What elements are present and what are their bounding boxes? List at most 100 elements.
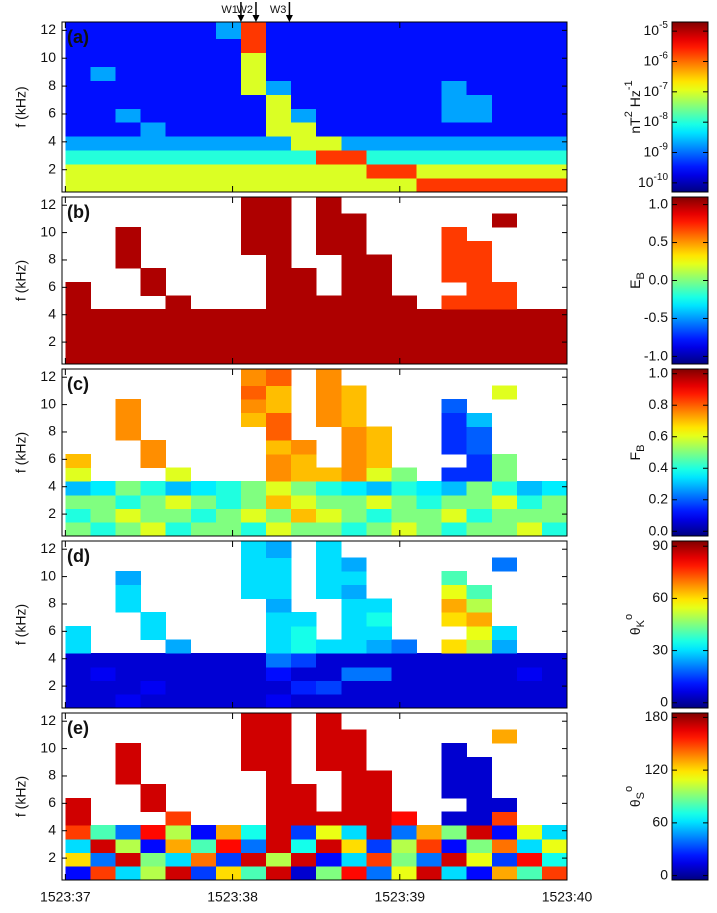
cell: [466, 481, 493, 496]
cell: [441, 743, 468, 758]
tick-label-base: 0.0: [649, 271, 669, 287]
cell: [391, 52, 417, 67]
cell: [391, 653, 417, 668]
cell: [541, 494, 568, 510]
cell: [416, 666, 442, 682]
cell: [115, 350, 141, 365]
cell: [65, 825, 91, 840]
cell: [240, 164, 267, 179]
cell: [291, 164, 317, 179]
cell: [190, 309, 217, 324]
cell: [266, 281, 292, 296]
cell: [266, 866, 292, 881]
cell: [416, 94, 442, 109]
cell: [240, 108, 267, 123]
cell: [441, 150, 468, 165]
cell: [366, 494, 392, 510]
cell: [190, 336, 217, 351]
tick-label-base: -1.0: [644, 347, 668, 363]
cell: [266, 481, 292, 496]
cell: [240, 825, 267, 840]
cell: [65, 666, 91, 682]
cell: [366, 281, 392, 296]
cell: [140, 122, 167, 137]
cell: [240, 369, 267, 386]
cell: [316, 336, 342, 351]
cell: [416, 350, 442, 365]
cell: [65, 281, 91, 296]
cell: [266, 770, 292, 785]
cell: [341, 770, 367, 785]
cell: [165, 164, 192, 179]
cell: [391, 508, 417, 523]
cell: [266, 254, 292, 269]
colorbar-tick-label: 120: [645, 761, 669, 777]
annotation-arrowhead: [237, 15, 245, 22]
cell: [416, 309, 442, 324]
cell: [516, 852, 543, 867]
cell: [215, 66, 242, 81]
cell: [466, 639, 493, 654]
cell: [90, 52, 116, 67]
cell: [115, 694, 141, 709]
cell: [391, 666, 417, 682]
cell: [115, 136, 141, 151]
cell: [466, 136, 493, 151]
colorbar-label: EB: [627, 272, 647, 289]
cell: [466, 295, 493, 310]
cell: [466, 666, 493, 682]
cell: [65, 639, 91, 654]
colorbar-tick-label: 10-7: [644, 80, 669, 98]
cell: [115, 227, 141, 242]
cell: [215, 94, 242, 109]
cell: [240, 680, 267, 695]
cell: [366, 666, 392, 682]
cell: [316, 508, 342, 523]
cell: [366, 811, 392, 826]
cell: [366, 852, 392, 867]
cell: [391, 680, 417, 695]
cell: [316, 52, 342, 67]
cell: [90, 508, 116, 523]
cell: [266, 653, 292, 668]
cell: [115, 866, 141, 881]
cell: [266, 295, 292, 310]
cell: [341, 838, 367, 854]
cell: [291, 467, 317, 482]
cell: [316, 38, 342, 54]
cell: [65, 508, 91, 523]
y-tick-label: 10: [40, 49, 56, 65]
cell: [391, 66, 417, 81]
colorbar-label-part: -1: [623, 80, 635, 90]
cell: [516, 136, 543, 151]
cell: [140, 309, 167, 324]
tick-label-exponent: -7: [659, 80, 668, 91]
colorbar-tick-label: 10-5: [644, 20, 669, 38]
cell: [266, 426, 292, 441]
cell: [291, 866, 317, 881]
cell: [240, 309, 267, 324]
cell: [316, 213, 342, 228]
colorbar-label: θKo: [623, 614, 647, 635]
cell: [441, 571, 468, 586]
cell: [466, 680, 493, 695]
y-tick-label: 10: [40, 395, 56, 411]
cell: [516, 350, 543, 365]
cell: [190, 866, 217, 881]
colorbar-label: nT2 Hz-1: [623, 80, 643, 133]
cell: [441, 838, 468, 854]
cell: [291, 508, 317, 523]
cell: [316, 385, 342, 400]
cell: [165, 694, 192, 709]
cell: [341, 38, 367, 54]
cell: [240, 412, 267, 427]
cell: [115, 22, 141, 40]
cell: [341, 213, 367, 228]
cell: [190, 122, 217, 137]
cell: [391, 322, 417, 338]
cell: [90, 322, 116, 338]
cell: [291, 322, 317, 338]
cell: [541, 164, 568, 179]
y-tick-label: 6: [48, 105, 56, 121]
cell: [115, 653, 141, 668]
